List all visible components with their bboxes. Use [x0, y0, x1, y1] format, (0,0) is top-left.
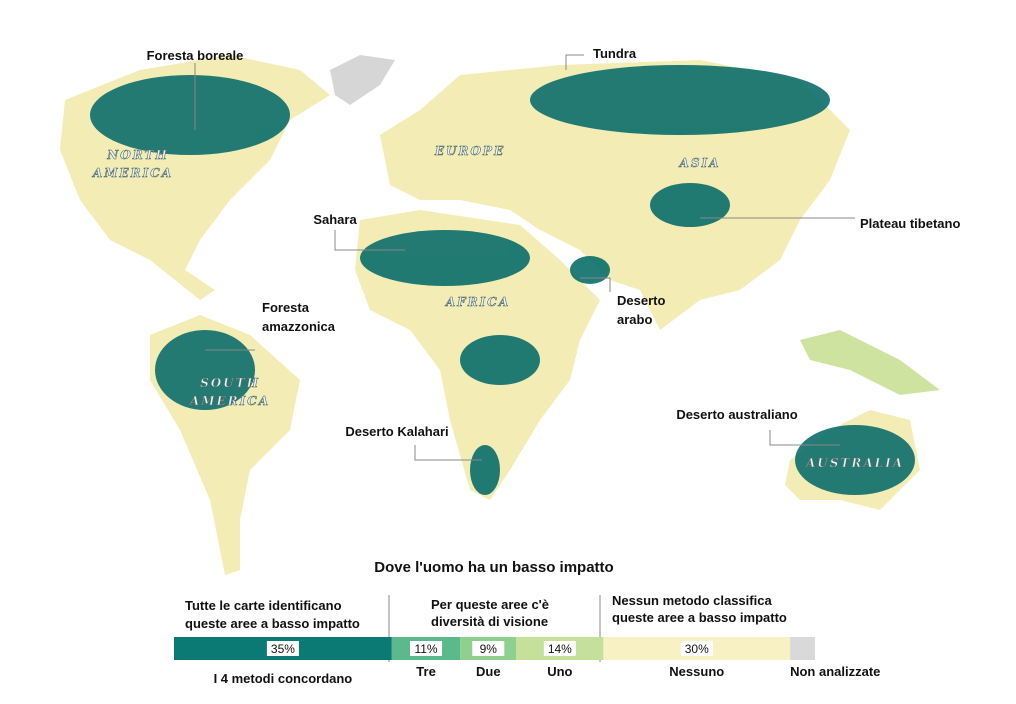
- segment-name: Uno: [547, 664, 572, 679]
- callout-label: Foresta: [262, 300, 310, 315]
- callout-label: Plateau tibetano: [860, 216, 960, 231]
- value-label-box: [410, 641, 443, 656]
- sahara: [360, 230, 530, 286]
- value-label: 11%: [414, 642, 437, 656]
- world-map: NORTH AMERICA EUROPE ASIA AFRICA SOUTH A…: [60, 46, 960, 575]
- callout-label: arabo: [617, 312, 652, 327]
- callout-label: amazzonica: [262, 319, 336, 334]
- region-label: AFRICA: [445, 295, 510, 309]
- region-label: EUROPE: [434, 144, 505, 158]
- value-label-box: [680, 641, 713, 656]
- callout-line: [565, 54, 584, 70]
- value-label-box: [472, 641, 505, 656]
- group-label: queste aree a basso impatto: [185, 616, 360, 631]
- australia-desert: [795, 425, 915, 495]
- region-label: AMERICA: [92, 166, 173, 180]
- bar-segment: [790, 637, 815, 660]
- region-label: AUSTRALIA: [805, 456, 904, 470]
- legend-title: Dove l'uomo ha un basso impatto: [374, 559, 613, 576]
- callout-label: Deserto australiano: [676, 407, 797, 422]
- region-label: NORTH: [106, 148, 168, 162]
- segment-name: Non analizzate: [790, 664, 880, 679]
- value-label-box: [543, 641, 576, 656]
- callout-label: Sahara: [313, 212, 357, 227]
- callouts: Foresta boreale Tundra Sahara Plateau ti…: [147, 46, 960, 461]
- greenland: [330, 55, 395, 105]
- value-label: 35%: [271, 642, 295, 656]
- region-label: ASIA: [679, 156, 721, 170]
- callout-label: Foresta boreale: [147, 48, 244, 63]
- value-label: 14%: [548, 642, 572, 656]
- group-label: diversità di visione: [431, 614, 548, 629]
- low-impact-areas: [90, 65, 915, 495]
- arabia: [570, 256, 610, 284]
- value-label-box: [266, 641, 299, 656]
- callout-label: Deserto: [617, 293, 665, 308]
- region-labels: NORTH AMERICA EUROPE ASIA AFRICA SOUTH A…: [92, 144, 904, 471]
- callout-label: Deserto Kalahari: [345, 424, 448, 439]
- group-label: Per queste aree c'è: [431, 597, 549, 612]
- group-label: Tutte le carte identificano: [185, 598, 342, 613]
- callout-line: [414, 445, 482, 461]
- segment-name: I 4 metodi concordano: [214, 671, 353, 686]
- congo: [460, 335, 540, 385]
- kalahari: [470, 445, 500, 495]
- group-label: Nessun metodo classifica: [612, 593, 772, 608]
- value-label: 9%: [480, 642, 498, 656]
- group-label: queste aree a basso impatto: [612, 610, 787, 625]
- region-label: SOUTH: [200, 376, 260, 390]
- value-label: 30%: [685, 642, 709, 656]
- legend: Dove l'uomo ha un basso impatto Tutte le…: [174, 559, 880, 686]
- tibet: [650, 183, 730, 227]
- siberia: [530, 65, 830, 135]
- callout-line: [769, 430, 840, 446]
- segment-name: Due: [476, 664, 501, 679]
- segment-name: Nessuno: [669, 664, 724, 679]
- southeast-asia: [800, 330, 940, 395]
- segment-name: Tre: [416, 664, 436, 679]
- callout-line: [334, 230, 405, 251]
- callout-line: [580, 277, 611, 292]
- callout-label: Tundra: [593, 46, 637, 61]
- boreal: [90, 75, 290, 155]
- region-label: AMERICA: [189, 394, 270, 408]
